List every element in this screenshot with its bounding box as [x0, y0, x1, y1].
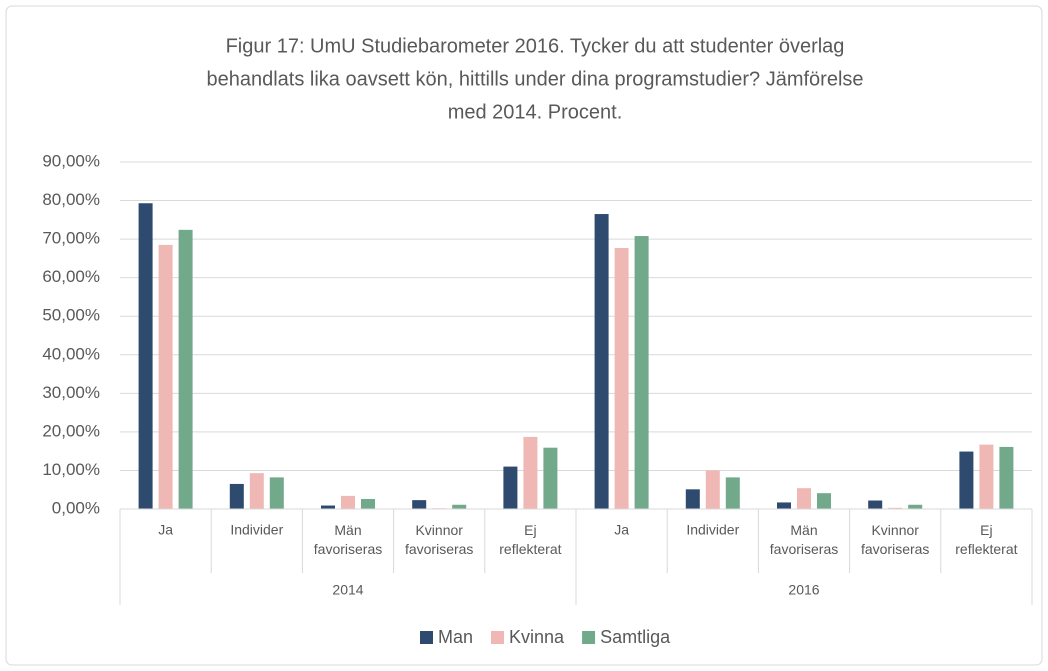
bar — [229, 483, 244, 509]
legend-swatch — [582, 631, 596, 644]
label-line: Män — [790, 522, 817, 538]
group-label: 2014 — [332, 582, 363, 598]
bar — [503, 466, 518, 509]
y-tick-label: 20,00% — [42, 421, 100, 440]
group-label: 2016 — [788, 582, 819, 598]
x-tick-label: Individer — [686, 522, 739, 538]
bar — [705, 470, 720, 509]
chart-title: Figur 17: UmU Studiebarometer 2016. Tyck… — [226, 35, 845, 57]
bar — [777, 502, 791, 509]
label-line: reflekterat — [955, 541, 1017, 557]
x-tick-label: Ja — [158, 522, 173, 538]
bar — [634, 236, 649, 509]
x-tick-label: Ej reflekterat — [499, 522, 561, 557]
bar — [594, 214, 609, 510]
label-line: favoriseras — [405, 541, 473, 557]
label-line: Ej — [980, 522, 992, 538]
label-line: Ej — [524, 522, 536, 538]
bar — [412, 500, 427, 509]
x-tick-label: Ja — [614, 522, 629, 538]
bar — [269, 477, 284, 509]
y-tick-label: 70,00% — [42, 229, 100, 248]
label-line: favoriseras — [314, 541, 382, 557]
bar — [341, 495, 355, 509]
bar — [685, 489, 700, 509]
legend-label: Samtliga — [600, 627, 671, 647]
x-tick-label: Kvinnor favoriseras — [405, 522, 473, 557]
bar — [178, 229, 193, 509]
bar — [321, 505, 335, 509]
bar — [979, 444, 994, 509]
bar — [249, 473, 264, 509]
label-line: Kvinnor — [415, 522, 463, 538]
chart-title: med 2014. Procent. — [448, 101, 623, 123]
x-tick-label: Män favoriseras — [770, 522, 838, 557]
bar — [614, 247, 629, 509]
y-tick-label: 60,00% — [42, 267, 100, 286]
x-tick-label: Ej reflekterat — [955, 522, 1017, 557]
bar — [725, 477, 740, 509]
label-line: Kvinnor — [871, 522, 919, 538]
x-tick-label: Män favoriseras — [314, 522, 382, 557]
y-tick-label: 0,00% — [52, 498, 100, 517]
bar — [138, 203, 153, 509]
label-line: favoriseras — [770, 541, 838, 557]
bar — [361, 498, 375, 509]
bar — [543, 447, 558, 509]
bar — [999, 446, 1014, 509]
x-tick-label: Individer — [230, 522, 283, 538]
legend-label: Man — [438, 627, 473, 647]
bar — [797, 488, 811, 509]
label-line: reflekterat — [499, 541, 561, 557]
x-tick-label: Kvinnor favoriseras — [861, 522, 929, 557]
bar — [158, 244, 173, 509]
y-tick-label: 80,00% — [42, 190, 100, 209]
y-tick-label: 90,00% — [42, 151, 100, 170]
legend-swatch — [491, 631, 505, 644]
bar — [523, 436, 538, 509]
bar — [817, 493, 831, 509]
y-tick-label: 10,00% — [42, 460, 100, 479]
legend-swatch — [420, 631, 433, 644]
bar — [908, 504, 923, 509]
chart-border — [5, 5, 1043, 666]
bar — [868, 500, 883, 509]
label-line: Män — [334, 522, 361, 538]
bar — [888, 507, 903, 509]
y-tick-label: 50,00% — [42, 306, 100, 325]
y-tick-label: 30,00% — [42, 383, 100, 402]
legend-label: Kvinna — [509, 627, 565, 647]
chart-title: behandlats lika oavsett kön, hittills un… — [206, 68, 863, 90]
bar — [452, 504, 467, 509]
bar — [959, 451, 974, 509]
y-tick-label: 40,00% — [42, 344, 100, 363]
label-line: favoriseras — [861, 541, 929, 557]
